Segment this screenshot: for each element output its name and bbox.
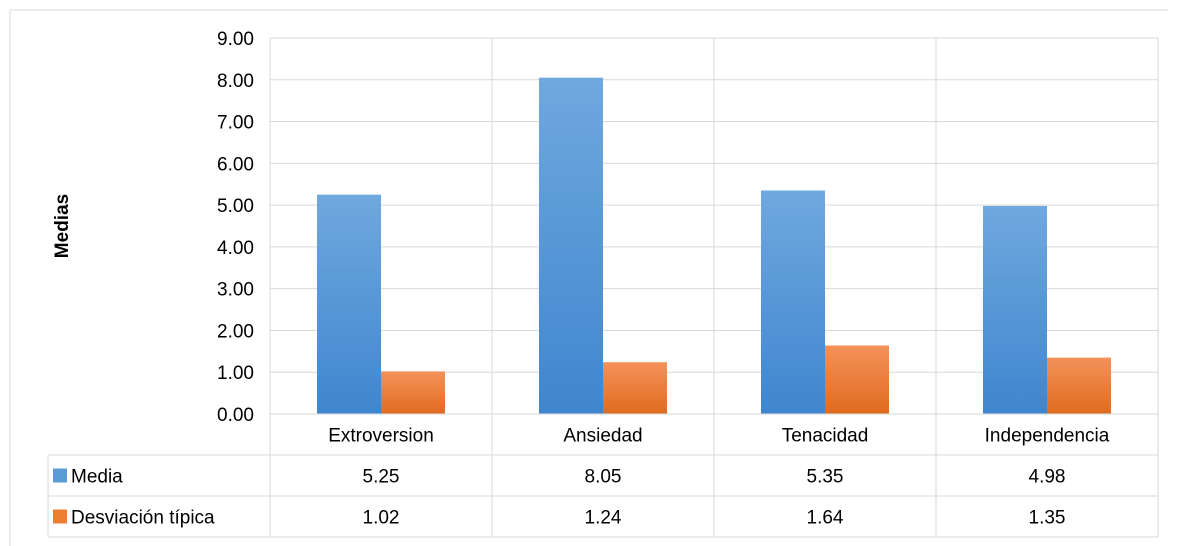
bar-media-2 bbox=[761, 190, 825, 414]
category-label: Extroversion bbox=[328, 426, 434, 447]
bar-media-1 bbox=[539, 77, 603, 414]
bars bbox=[317, 77, 1111, 414]
data-value: 1.35 bbox=[1029, 508, 1066, 529]
y-axis-label: Medias bbox=[52, 194, 73, 258]
bar-desviaci-n-t-pica-1 bbox=[603, 362, 667, 414]
bar-desviaci-n-t-pica-2 bbox=[825, 345, 889, 414]
y-tick-label: 9.00 bbox=[217, 29, 254, 50]
data-value: 5.25 bbox=[363, 467, 400, 488]
y-tick-label: 8.00 bbox=[217, 71, 254, 92]
category-label: Tenacidad bbox=[782, 426, 869, 447]
data-value: 8.05 bbox=[585, 467, 622, 488]
y-tick-label: 3.00 bbox=[217, 280, 254, 301]
series-name: Desviación típica bbox=[71, 508, 215, 529]
data-value: 5.35 bbox=[807, 467, 844, 488]
data-value: 1.64 bbox=[807, 508, 844, 529]
y-tick-label: 6.00 bbox=[217, 154, 254, 175]
category-label: Ansiedad bbox=[563, 426, 642, 447]
data-value: 4.98 bbox=[1029, 467, 1066, 488]
data-value: 1.02 bbox=[363, 508, 400, 529]
y-tick-label: 2.00 bbox=[217, 321, 254, 342]
series-name: Media bbox=[71, 467, 123, 488]
y-tick-label: 4.00 bbox=[217, 238, 254, 259]
bar-media-3 bbox=[983, 205, 1047, 414]
category-label: Independencia bbox=[985, 426, 1110, 447]
y-tick-label: 7.00 bbox=[217, 113, 254, 134]
y-tick-label: 1.00 bbox=[217, 363, 254, 384]
data-value: 1.24 bbox=[585, 508, 622, 529]
y-tick-label: 0.00 bbox=[217, 405, 254, 426]
data-table: Extroversion Ansiedad Tenacidad Independenc… bbox=[47, 38, 1159, 538]
bar-media-0 bbox=[317, 194, 381, 414]
bar-desviaci-n-t-pica-3 bbox=[1047, 357, 1111, 414]
legend-swatch bbox=[53, 509, 67, 524]
y-tick-labels: 0.00 1.00 2.00 3.00 4.00 5.00 6.00 7.00 8.00 9.00 bbox=[217, 29, 254, 426]
bar-desviaci-n-t-pica-0 bbox=[381, 371, 445, 414]
legend-swatch bbox=[53, 468, 67, 483]
y-tick-label: 5.00 bbox=[217, 196, 254, 217]
